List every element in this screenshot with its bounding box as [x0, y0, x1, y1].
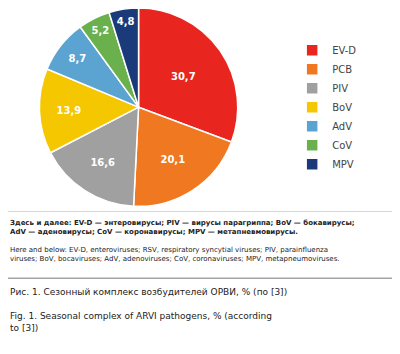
svg-text:5,2: 5,2	[91, 25, 109, 36]
svg-text:Рис. 1. Сезонный комплекс возб: Рис. 1. Сезонный комплекс возбудителей О…	[10, 287, 287, 297]
svg-text:20,1: 20,1	[160, 154, 185, 165]
svg-text:EV-D: EV-D	[332, 45, 356, 56]
svg-text:CoV: CoV	[332, 140, 352, 151]
svg-text:Fig. 1. Seasonal complex of AR: Fig. 1. Seasonal complex of ARVI pathoge…	[10, 311, 272, 333]
svg-text:30,7: 30,7	[171, 71, 196, 82]
svg-text:PIV: PIV	[332, 83, 348, 94]
svg-text:Here and below: EV-D, enterovi: Here and below: EV-D, enteroviruses; RSV…	[10, 246, 340, 263]
svg-text:Здесь и далее: EV-D — энтерови: Здесь и далее: EV-D — энтеровирусы; PIV …	[10, 219, 355, 236]
svg-text:4,8: 4,8	[117, 16, 135, 27]
svg-text:8,7: 8,7	[68, 53, 86, 64]
svg-text:MPV: MPV	[332, 159, 354, 170]
svg-text:PCB: PCB	[332, 64, 352, 75]
svg-text:16,6: 16,6	[90, 157, 115, 168]
svg-text:BoV: BoV	[332, 102, 352, 113]
svg-text:AdV: AdV	[332, 121, 352, 132]
svg-text:13,9: 13,9	[57, 105, 82, 116]
